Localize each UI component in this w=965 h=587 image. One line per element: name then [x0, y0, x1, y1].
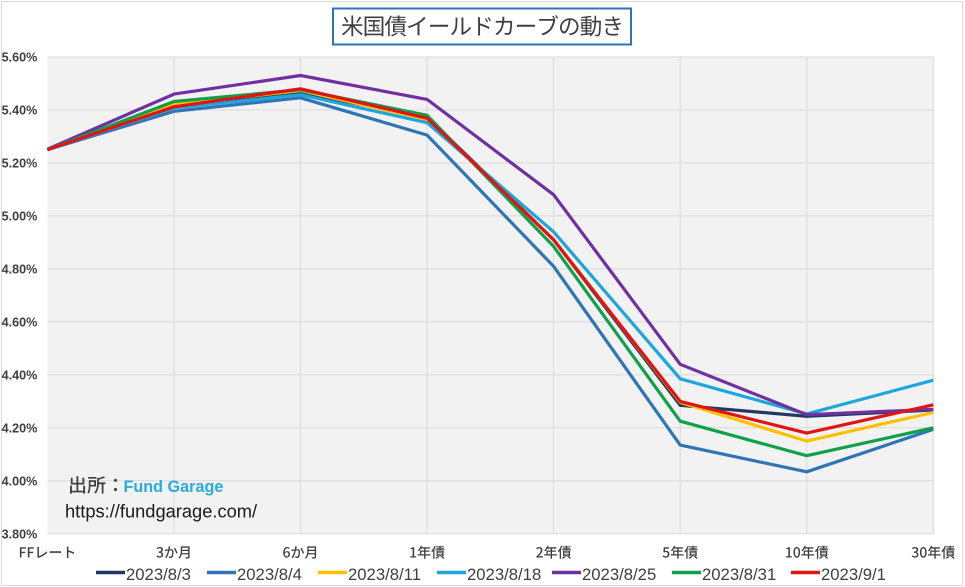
- svg-text:4.20%: 4.20%: [2, 421, 38, 435]
- svg-text:Fund Garage: Fund Garage: [124, 478, 224, 496]
- svg-text:5.40%: 5.40%: [2, 104, 38, 118]
- svg-text:2023/8/4: 2023/8/4: [237, 565, 302, 584]
- svg-text:4.60%: 4.60%: [2, 315, 38, 329]
- svg-text:2023/8/31: 2023/8/31: [702, 565, 776, 584]
- svg-text:3.80%: 3.80%: [2, 527, 38, 541]
- svg-text:2023/8/25: 2023/8/25: [582, 565, 656, 584]
- svg-text:4.40%: 4.40%: [2, 368, 38, 382]
- svg-text:2023/8/11: 2023/8/11: [348, 565, 421, 584]
- svg-text:2023/8/3: 2023/8/3: [126, 565, 191, 584]
- svg-text:4.80%: 4.80%: [2, 262, 38, 276]
- svg-text:5.60%: 5.60%: [2, 51, 38, 65]
- svg-text:2023/9/1: 2023/9/1: [821, 565, 886, 584]
- svg-text:https://fundgarage.com/: https://fundgarage.com/: [65, 501, 258, 522]
- svg-text:4.00%: 4.00%: [2, 474, 38, 488]
- svg-text:5.00%: 5.00%: [2, 209, 38, 223]
- svg-text:5.20%: 5.20%: [2, 157, 38, 171]
- svg-text:2023/8/18: 2023/8/18: [467, 565, 541, 584]
